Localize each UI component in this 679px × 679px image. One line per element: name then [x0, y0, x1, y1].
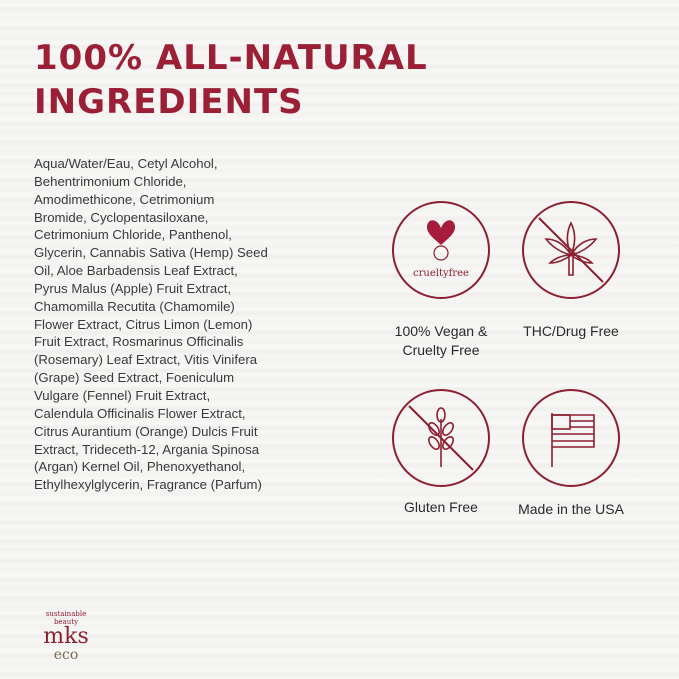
logo-name: mks: [43, 624, 89, 649]
page-title: 100% ALL-NATURAL INGREDIENTS: [34, 36, 428, 124]
thc-label: THC/Drug Free: [523, 323, 619, 339]
ingredient-line: Fruit Extract, Rosmarinus Officinalis: [34, 334, 244, 350]
label-line: 100% Vegan &: [394, 323, 488, 339]
usa-label: Made in the USA: [518, 501, 624, 517]
ingredient-line: Behentrimonium Chloride,: [34, 173, 187, 189]
ingredient-line: Pyrus Malus (Apple) Fruit Extract,: [34, 280, 232, 296]
ingredient-line: (Grape) Seed Extract, Foeniculum: [34, 370, 235, 386]
ingredient-line: Cetrimonium Chloride, Panthenol,: [34, 227, 232, 243]
ingredient-line: Amodimethicone, Cetrimonium: [34, 191, 215, 207]
no-wheat-icon: [408, 405, 474, 471]
ingredient-line: Chamomilla Recutita (Chamomile): [34, 298, 235, 314]
ingredient-line: Citrus Aurantium (Orange) Dulcis Fruit: [34, 423, 258, 439]
ingredient-line: Vulgare (Fennel) Fruit Extract,: [34, 387, 211, 403]
ingredient-line: Ethylhexylglycerin, Fragrance (Parfum): [34, 477, 262, 493]
vegan-label: 100% Vegan & Cruelty Free: [366, 322, 516, 360]
ingredient-line: (Argan) Kernel Oil, Phenoxyethanol,: [34, 459, 246, 475]
usa-flag-icon: [551, 413, 595, 467]
label-line: Cruelty Free: [402, 342, 480, 358]
ingredient-line: Aqua/Water/Eau, Cetyl Alcohol,: [34, 156, 218, 171]
ingredient-line: Extract, Trideceth-12, Argania Spinosa: [34, 441, 260, 457]
gluten-label: Gluten Free: [404, 499, 478, 515]
cruelty-free-text: crueltyfree: [413, 268, 469, 279]
made-in-usa-badge: [522, 389, 620, 487]
logo-sub: eco: [53, 647, 79, 663]
no-cannabis-leaf-icon: [538, 217, 604, 283]
gluten-free-badge: [392, 389, 490, 487]
title-line: INGREDIENTS: [34, 82, 304, 122]
cruelty-free-bunny-icon: crueltyfree: [413, 220, 469, 279]
ingredient-line: Calendula Officinalis Flower Extract,: [34, 405, 246, 421]
ingredient-line: (Rosemary) Leaf Extract, Vitis Vinifera: [34, 352, 258, 368]
title-line: 100% ALL-NATURAL: [34, 38, 428, 78]
ingredient-line: Oil, Aloe Barbadensis Leaf Extract,: [34, 263, 238, 279]
thc-free-badge: [522, 201, 620, 299]
ingredient-line: Bromide, Cyclopentasiloxane,: [34, 209, 209, 225]
logo-tagline: sustainable beauty: [45, 610, 87, 626]
brand-logo: sustainable beauty mks eco: [38, 610, 94, 662]
ingredients-list: Aqua/Water/Eau, Cetyl Alcohol, Behentrimo…: [34, 155, 268, 494]
cruelty-free-badge: crueltyfree: [392, 201, 490, 299]
ingredient-line: Glycerin, Cannabis Sativa (Hemp) Seed: [34, 245, 268, 261]
ingredient-line: Flower Extract, Citrus Limon (Lemon): [34, 316, 253, 332]
